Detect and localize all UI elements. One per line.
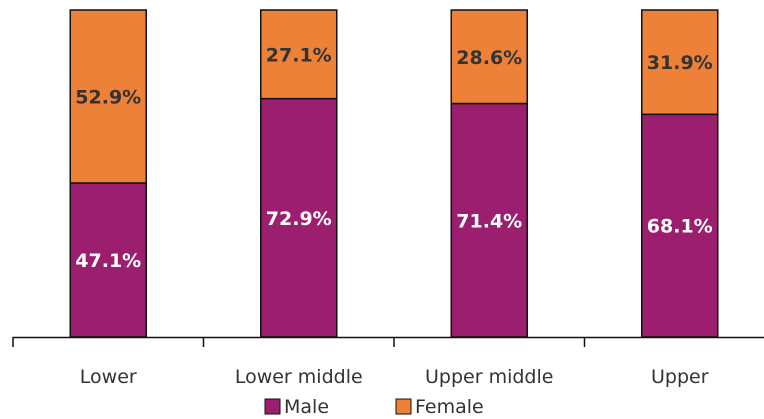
legend-label-male: Male <box>284 396 329 418</box>
x-tick-label-lower: Lower <box>80 366 137 388</box>
x-tick-label-upper-middle: Upper middle <box>425 366 553 388</box>
data-label-male-lower: 47.1% <box>75 250 141 272</box>
data-label-female-upper: 31.9% <box>647 52 713 74</box>
legend: Male Female <box>264 396 484 418</box>
bars-group: 47.1% 52.9% 72.9% 27.1% 71.4% 28.6% 68.1% 31.9% <box>69 9 719 338</box>
data-label-female-lower: 52.9% <box>75 86 141 108</box>
bar-male-upper-middle <box>450 102 528 338</box>
bar-female-lower-middle <box>260 9 338 100</box>
data-label-female-upper-middle: 28.6% <box>456 47 522 69</box>
data-label-male-upper-middle: 71.4% <box>456 210 522 232</box>
x-tick-label-upper: Upper <box>651 366 709 388</box>
legend-swatch-male <box>264 398 281 415</box>
bar-female-upper-middle <box>450 9 528 105</box>
x-tick-label-lower-middle: Lower middle <box>235 366 363 388</box>
data-label-female-lower-middle: 27.1% <box>266 44 332 66</box>
data-label-male-upper: 68.1% <box>647 216 713 238</box>
bar-female-upper <box>641 9 719 116</box>
data-label-male-lower-middle: 72.9% <box>266 208 332 230</box>
legend-label-female: Female <box>415 396 484 418</box>
x-axis: Lower Lower middle Upper middle Upper <box>12 336 764 388</box>
legend-swatch-female <box>395 398 412 415</box>
bar-male-lower <box>69 182 147 338</box>
bar-female-lower <box>69 9 147 184</box>
